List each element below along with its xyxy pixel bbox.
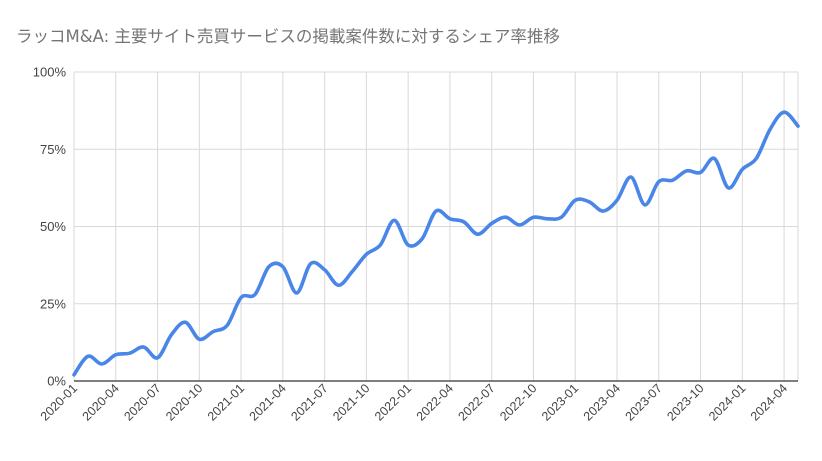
x-tick-label: 2021-10 [330,381,372,423]
x-tick-label: 2023-04 [581,381,623,423]
x-tick-label: 2020-07 [121,381,163,423]
y-tick-label: 75% [40,142,66,157]
x-tick-label: 2020-10 [163,381,205,423]
x-tick-label: 2021-01 [205,381,247,423]
y-tick-label: 25% [40,296,66,311]
x-tick-label: 2022-07 [455,381,497,423]
y-tick-label: 0% [47,374,66,389]
series-line [72,110,800,377]
x-tick-label: 2023-07 [623,381,665,423]
y-axis-tick-labels: 0% 25% 50% 75% 100% [33,65,67,389]
x-tick-label: 2023-01 [539,381,581,423]
x-tick-label: 2023-10 [664,381,706,423]
series-lines [72,110,800,377]
x-tick-label: 2021-07 [288,381,330,423]
x-tick-label: 2022-10 [497,381,539,423]
x-axis-tick-labels: 2020-01 2020-04 2020-07 2020-10 2021-01 2021-… [38,381,790,423]
x-tick-label: 2022-04 [414,381,456,423]
x-tick-label: 2024-01 [706,381,748,423]
x-tick-label: 2024-04 [748,381,790,423]
x-tick-label: 2020-04 [80,381,122,423]
chart-title: ラッコM&A: 主要サイト売買サービスの掲載案件数に対するシェア率推移 [16,27,560,46]
y-tick-label: 50% [40,219,66,234]
x-tick-label: 2022-01 [372,381,414,423]
y-tick-label: 100% [33,65,67,80]
x-tick-label: 2021-04 [247,381,289,423]
gridlines [73,71,799,382]
